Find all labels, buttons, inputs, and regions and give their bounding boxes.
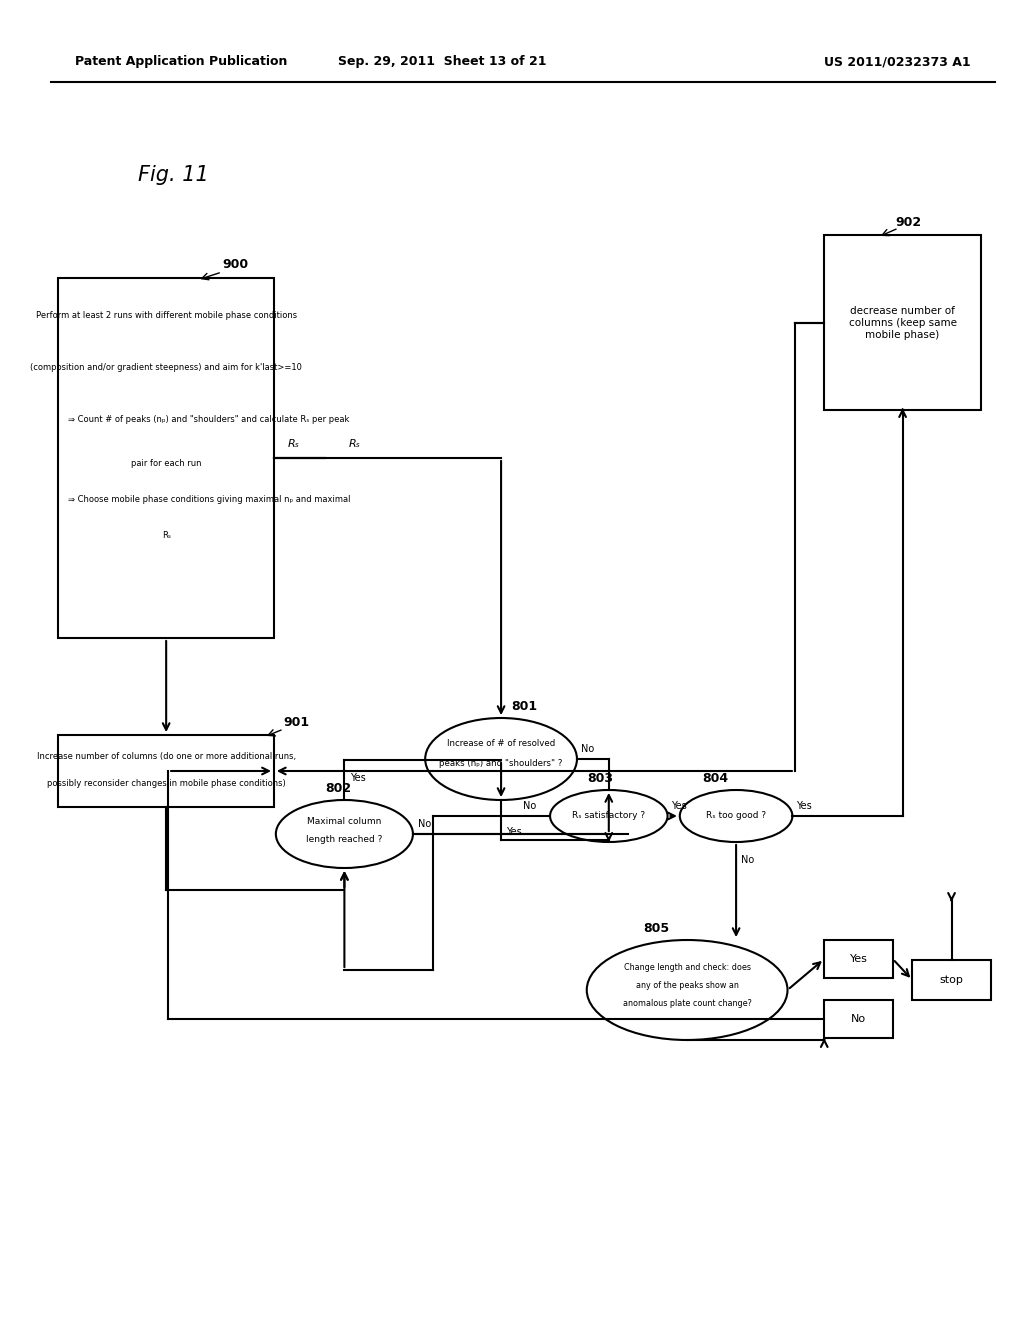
Text: Yes: Yes [850, 954, 867, 964]
Text: Rₛ satisfactory ?: Rₛ satisfactory ? [572, 812, 645, 821]
Text: 901: 901 [284, 715, 310, 729]
Text: stop: stop [940, 975, 964, 985]
Ellipse shape [550, 789, 668, 842]
Ellipse shape [275, 800, 413, 869]
Ellipse shape [587, 940, 787, 1040]
Text: Yes: Yes [350, 774, 366, 783]
Bar [824, 940, 893, 978]
Text: No: No [851, 1014, 866, 1024]
Text: Rₛ: Rₛ [288, 440, 299, 449]
Text: Yes: Yes [797, 801, 812, 810]
Text: 804: 804 [701, 771, 728, 784]
Text: peaks (nₚ) and "shoulders" ?: peaks (nₚ) and "shoulders" ? [439, 759, 563, 768]
Text: Increase of # of resolved: Increase of # of resolved [446, 739, 555, 748]
Text: No: No [418, 818, 431, 829]
Text: 801: 801 [511, 700, 537, 713]
Text: Rₛ: Rₛ [162, 532, 171, 540]
Text: possibly reconsider changes in mobile phase conditions): possibly reconsider changes in mobile ph… [47, 779, 286, 788]
Text: decrease number of
columns (keep same
mobile phase): decrease number of columns (keep same mo… [849, 306, 956, 339]
Text: No: No [522, 801, 536, 810]
Ellipse shape [680, 789, 793, 842]
Text: Increase number of columns (do one or more additional runs,: Increase number of columns (do one or mo… [37, 752, 296, 762]
Text: length reached ?: length reached ? [306, 836, 383, 845]
Text: ⇒ Count # of peaks (nₚ) and "shoulders" and calculate Rₛ per peak: ⇒ Count # of peaks (nₚ) and "shoulders" … [69, 416, 349, 425]
Text: 805: 805 [643, 921, 670, 935]
Text: ⇒ Choose mobile phase conditions giving maximal nₚ and maximal: ⇒ Choose mobile phase conditions giving … [69, 495, 351, 504]
Bar [58, 279, 273, 638]
Text: anomalous plate count change?: anomalous plate count change? [623, 999, 752, 1008]
Text: Sep. 29, 2011  Sheet 13 of 21: Sep. 29, 2011 Sheet 13 of 21 [338, 55, 547, 69]
Text: Rₛ too good ?: Rₛ too good ? [706, 812, 766, 821]
Text: Fig. 11: Fig. 11 [137, 165, 209, 185]
Bar [912, 960, 990, 1001]
Text: Yes: Yes [672, 801, 687, 810]
Text: Change length and check: does: Change length and check: does [624, 964, 751, 973]
Bar [824, 1001, 893, 1038]
Text: Perform at least 2 runs with different mobile phase conditions: Perform at least 2 runs with different m… [36, 312, 297, 321]
Text: 803: 803 [587, 771, 613, 784]
Bar [58, 735, 273, 807]
Text: 900: 900 [222, 259, 248, 272]
Text: Maximal column: Maximal column [307, 817, 382, 826]
Text: any of the peaks show an: any of the peaks show an [636, 982, 738, 990]
Text: Yes: Yes [506, 828, 521, 837]
Text: Patent Application Publication: Patent Application Publication [75, 55, 288, 69]
Text: US 2011/0232373 A1: US 2011/0232373 A1 [824, 55, 971, 69]
Text: 902: 902 [896, 215, 922, 228]
Text: No: No [581, 744, 594, 754]
Text: pair for each run: pair for each run [131, 459, 202, 469]
Bar [824, 235, 981, 411]
Text: No: No [741, 855, 755, 865]
Text: (composition and/or gradient steepness) and aim for k'last>=10: (composition and/or gradient steepness) … [31, 363, 302, 372]
Text: Rₛ: Rₛ [348, 440, 360, 449]
Ellipse shape [425, 718, 577, 800]
Text: 802: 802 [325, 783, 351, 796]
